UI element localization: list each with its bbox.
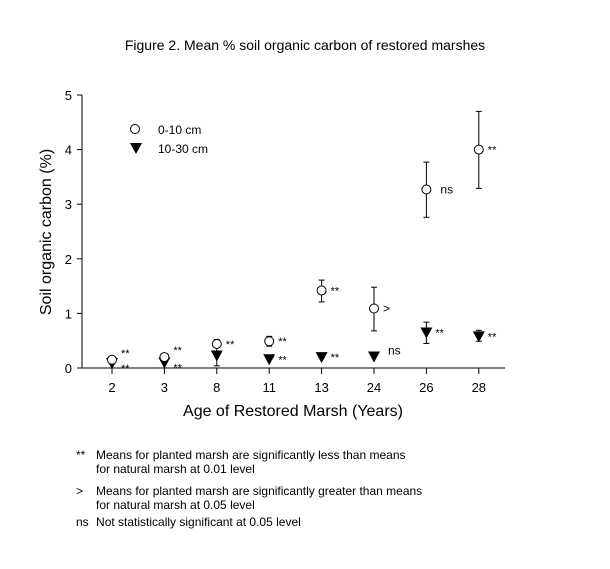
circle-marker xyxy=(369,303,379,314)
significance-label: ** xyxy=(173,345,182,357)
triangle-marker xyxy=(130,143,142,154)
y-axis-label: Soil organic carbon (%) xyxy=(38,149,55,315)
footnote-text: for natural marsh at 0.05 level xyxy=(96,498,255,512)
triangle-marker xyxy=(315,352,328,364)
chart-title: Figure 2. Mean % soil organic carbon of … xyxy=(125,37,485,53)
significance-label: ** xyxy=(435,328,444,340)
circle-marker xyxy=(473,144,484,155)
y-tick-label: 5 xyxy=(65,88,72,103)
circle-marker xyxy=(421,184,432,195)
circle-marker xyxy=(264,336,275,347)
circle-marker xyxy=(130,124,140,134)
circle-marker xyxy=(107,354,117,365)
triangle-marker xyxy=(368,351,380,363)
significance-label: ** xyxy=(226,339,235,351)
y-tick-label: 1 xyxy=(65,306,72,321)
axes: 0 1 2 3 4 5 2 3 8 11 13 24 26 28 xyxy=(65,88,505,395)
footnote-symbol: ns xyxy=(76,515,89,529)
footnote-symbol: > xyxy=(76,484,84,498)
footnote-text: Means for planted marsh are significantl… xyxy=(96,484,423,498)
x-tick-label: 3 xyxy=(161,380,168,395)
triangle-marker xyxy=(420,327,433,339)
significance-label: ** xyxy=(488,331,497,343)
circle-marker xyxy=(159,352,170,363)
legend: 0-10 cm 10-30 cm xyxy=(130,123,208,156)
footnote-1: ** Means for planted marsh are significa… xyxy=(76,448,406,476)
significance-label: ** xyxy=(331,285,340,297)
x-tick-label: 26 xyxy=(419,380,433,395)
x-tick-label: 8 xyxy=(213,380,220,395)
x-axis-label: Age of Restored Marsh (Years) xyxy=(183,403,403,420)
y-tick-label: 2 xyxy=(65,252,72,267)
significance-label: ** xyxy=(488,145,497,157)
significance-label: ns xyxy=(388,344,401,358)
circle-marker xyxy=(316,285,327,296)
y-tick-label: 0 xyxy=(65,361,72,376)
significance-label: ** xyxy=(278,336,287,348)
significance-label: ** xyxy=(278,354,287,366)
x-tick-label: 2 xyxy=(108,380,115,395)
x-tick-label: 28 xyxy=(472,380,486,395)
legend-label: 0-10 cm xyxy=(158,123,201,137)
footnote-text: for natural marsh at 0.01 level xyxy=(96,462,255,476)
x-tick-label: 11 xyxy=(262,380,276,395)
significance-label: ns xyxy=(440,182,453,196)
triangle-marker xyxy=(263,354,276,366)
significance-label: ** xyxy=(121,363,130,375)
footnote-text: Means for planted marsh are significantl… xyxy=(96,448,406,462)
significance-label: > xyxy=(383,301,390,315)
circle-marker xyxy=(211,338,222,349)
significance-label: ** xyxy=(173,363,182,375)
footnote-symbol: ** xyxy=(76,448,86,462)
x-tick-label: 13 xyxy=(314,380,328,395)
y-tick-label: 4 xyxy=(65,143,72,158)
data-marks: ** ** ** ** ns ** ** ** ** ** ** ** > ns ** xyxy=(106,110,497,375)
footnote-3: ns Not statistically significant at 0.05… xyxy=(76,515,301,529)
significance-label: ** xyxy=(121,348,130,360)
y-tick-label: 3 xyxy=(65,197,72,212)
significance-label: ** xyxy=(331,352,340,364)
legend-label: 10-30 cm xyxy=(158,142,208,156)
footnote-text: Not statistically significant at 0.05 le… xyxy=(96,515,301,529)
x-tick-label: 24 xyxy=(367,380,381,395)
triangle-marker xyxy=(210,350,223,362)
triangle-marker xyxy=(472,331,485,343)
footnote-2: > Means for planted marsh are significan… xyxy=(76,484,422,512)
